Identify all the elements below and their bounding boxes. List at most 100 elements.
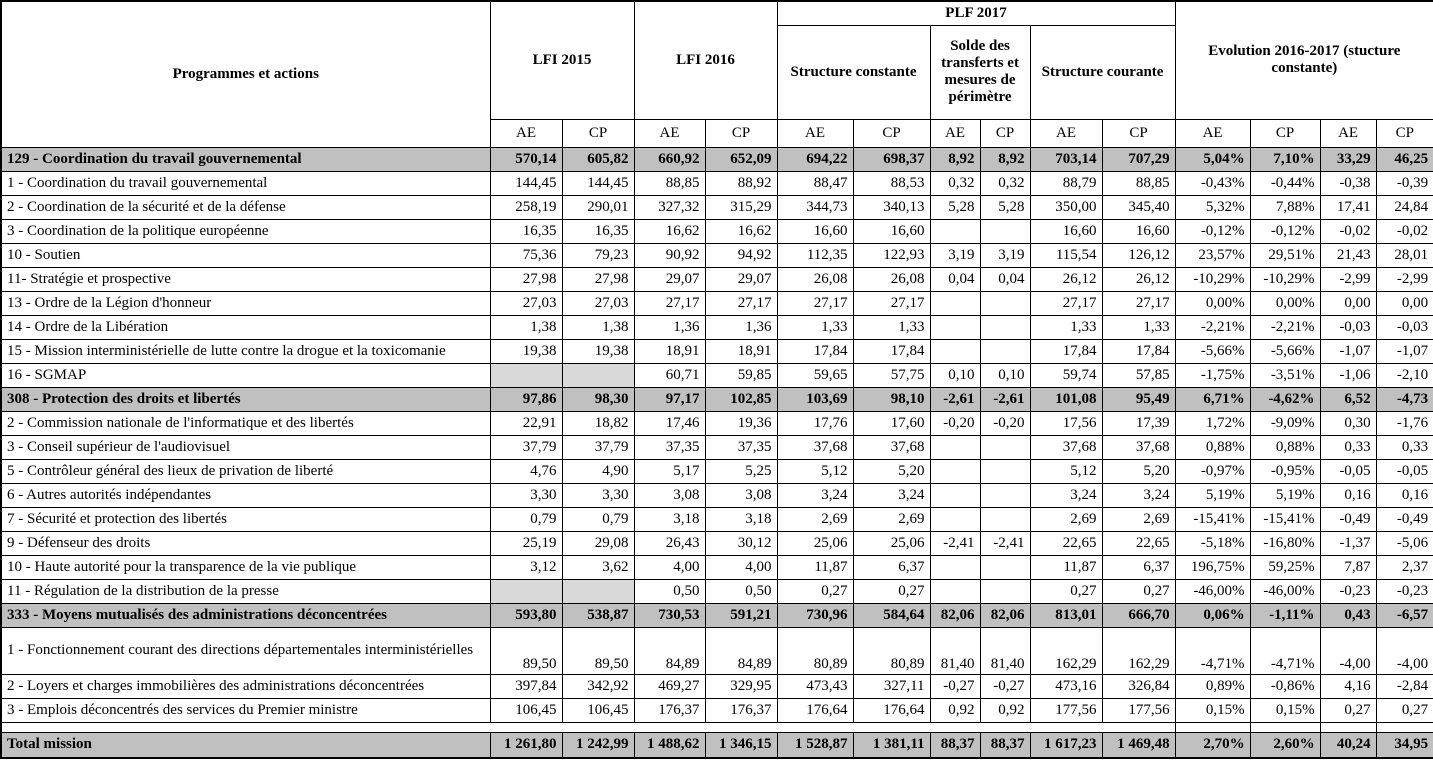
cell-value: 0,16	[1319, 482, 1377, 508]
cell-value: 6,71%	[1174, 386, 1251, 412]
cell-value: -0,02	[1319, 218, 1377, 244]
cell-value: 1,38	[489, 314, 563, 340]
cp-column-header: CP	[561, 118, 635, 148]
cell-value: 29,07	[704, 266, 778, 292]
cell-value: -5,66%	[1249, 338, 1321, 364]
spacer-cell	[930, 721, 981, 733]
cell-value: 3,62	[561, 554, 635, 580]
cell-value: 1 488,62	[633, 731, 706, 759]
cell-value: -0,27	[979, 673, 1031, 699]
cell-value: 5,12	[1029, 458, 1103, 484]
cell-value: 344,73	[776, 194, 854, 220]
cell-value: 29,08	[561, 530, 635, 556]
cell-value: 95,49	[1101, 386, 1176, 412]
cell-value: -2,21%	[1174, 314, 1251, 340]
cell-value: 4,00	[633, 554, 706, 580]
row-label: 16 - SGMAP	[0, 362, 491, 388]
cell-value: 1,33	[776, 314, 854, 340]
spacer-cell	[490, 721, 562, 733]
spacer-cell	[1030, 721, 1103, 733]
cell-value: 176,64	[852, 697, 931, 723]
cell-value: 29,07	[633, 266, 706, 292]
spacer-cell	[1102, 721, 1176, 733]
cell-value: 0,00%	[1249, 290, 1321, 316]
ae-column-header: AE	[776, 118, 854, 148]
cell-value: 0,00	[1319, 290, 1377, 316]
spacer-cell	[1174, 721, 1251, 733]
cell-value: 2,69	[1101, 506, 1176, 532]
cell-value: 1,38	[561, 314, 635, 340]
cell-value: -2,41	[929, 530, 981, 556]
cell-value: 102,85	[704, 386, 778, 412]
cell-value: 1 469,48	[1101, 731, 1176, 759]
cell-value: -1,37	[1319, 530, 1377, 556]
cell-value: 89,50	[489, 626, 563, 675]
cell-value: 342,92	[561, 673, 635, 699]
cell-value: -0,43%	[1174, 170, 1251, 196]
cell-value: 4,76	[489, 458, 563, 484]
cell-value: 3,19	[979, 242, 1031, 268]
cell-value: 28,01	[1375, 242, 1433, 268]
cell-value	[929, 554, 981, 580]
cell-value: -5,66%	[1174, 338, 1251, 364]
cell-value: 25,19	[489, 530, 563, 556]
cell-value: 652,09	[704, 146, 778, 172]
cell-value: 177,56	[1101, 697, 1176, 723]
cell-value: 82,06	[929, 602, 981, 628]
cell-value: 57,85	[1101, 362, 1176, 388]
cell-value: 27,17	[1029, 290, 1103, 316]
cell-value: 88,37	[979, 731, 1031, 759]
cell-value: 3,18	[704, 506, 778, 532]
cell-value: 37,35	[633, 434, 706, 460]
cell-value: 17,84	[1101, 338, 1176, 364]
cell-value: 11,87	[1029, 554, 1103, 580]
cell-value: 3,24	[1101, 482, 1176, 508]
cell-value: 27,98	[489, 266, 563, 292]
cell-value: 112,35	[776, 242, 854, 268]
cell-value: 19,38	[561, 338, 635, 364]
action-row: 11 - Régulation de la distribution de la…	[0, 578, 1433, 604]
row-label: 9 - Défenseur des droits	[0, 530, 491, 556]
cell-value	[929, 578, 981, 604]
cell-value: 11,87	[776, 554, 854, 580]
row-label: 1 - Coordination du travail gouvernement…	[0, 170, 491, 196]
action-row: 5 - Contrôleur général des lieux de priv…	[0, 458, 1433, 484]
cell-value: 0,50	[633, 578, 706, 604]
cell-value: 1 617,23	[1029, 731, 1103, 759]
cell-value: 4,16	[1319, 673, 1377, 699]
spacer-cell	[705, 721, 778, 733]
cell-value: 97,86	[489, 386, 563, 412]
cell-value: 0,92	[979, 697, 1031, 723]
cell-value: -0,38	[1319, 170, 1377, 196]
program-row: 333 - Moyens mutualisés des administrati…	[0, 602, 1433, 628]
cell-value: 18,91	[633, 338, 706, 364]
cell-value: 59,25%	[1249, 554, 1321, 580]
cell-value: 22,65	[1101, 530, 1176, 556]
cell-value: 1,33	[1101, 314, 1176, 340]
cell-value: 162,29	[1029, 626, 1103, 675]
cell-value: 0,27	[1319, 697, 1377, 723]
cell-value: 1,36	[704, 314, 778, 340]
header-evolution-2016-2017: Evolution 2016-2017 (stucture constante)	[1174, 0, 1433, 120]
action-row: 14 - Ordre de la Libération 1,38 1,38 1,36 1…	[0, 314, 1433, 340]
cell-value: -0,86%	[1249, 673, 1321, 699]
cell-value: 0,79	[561, 506, 635, 532]
cell-value: -0,20	[929, 410, 981, 436]
cell-value: 144,45	[489, 170, 563, 196]
cell-value: -4,62%	[1249, 386, 1321, 412]
cell-value: 37,79	[561, 434, 635, 460]
cell-value: 88,53	[852, 170, 931, 196]
cell-value	[561, 362, 635, 388]
cell-value: 591,21	[704, 602, 778, 628]
cell-value: 3,18	[633, 506, 706, 532]
cell-value: -46,00%	[1174, 578, 1251, 604]
cell-value: 0,06%	[1174, 602, 1251, 628]
cell-value: 0,32	[929, 170, 981, 196]
row-label: 3 - Coordination de la politique europée…	[0, 218, 491, 244]
action-row: 2 - Commission nationale de l'informatiq…	[0, 410, 1433, 436]
cell-value: 3,08	[704, 482, 778, 508]
row-label: 11- Stratégie et prospective	[0, 266, 491, 292]
spacer-cell	[777, 721, 854, 733]
cell-value: 25,06	[776, 530, 854, 556]
cell-value: 3,19	[929, 242, 981, 268]
